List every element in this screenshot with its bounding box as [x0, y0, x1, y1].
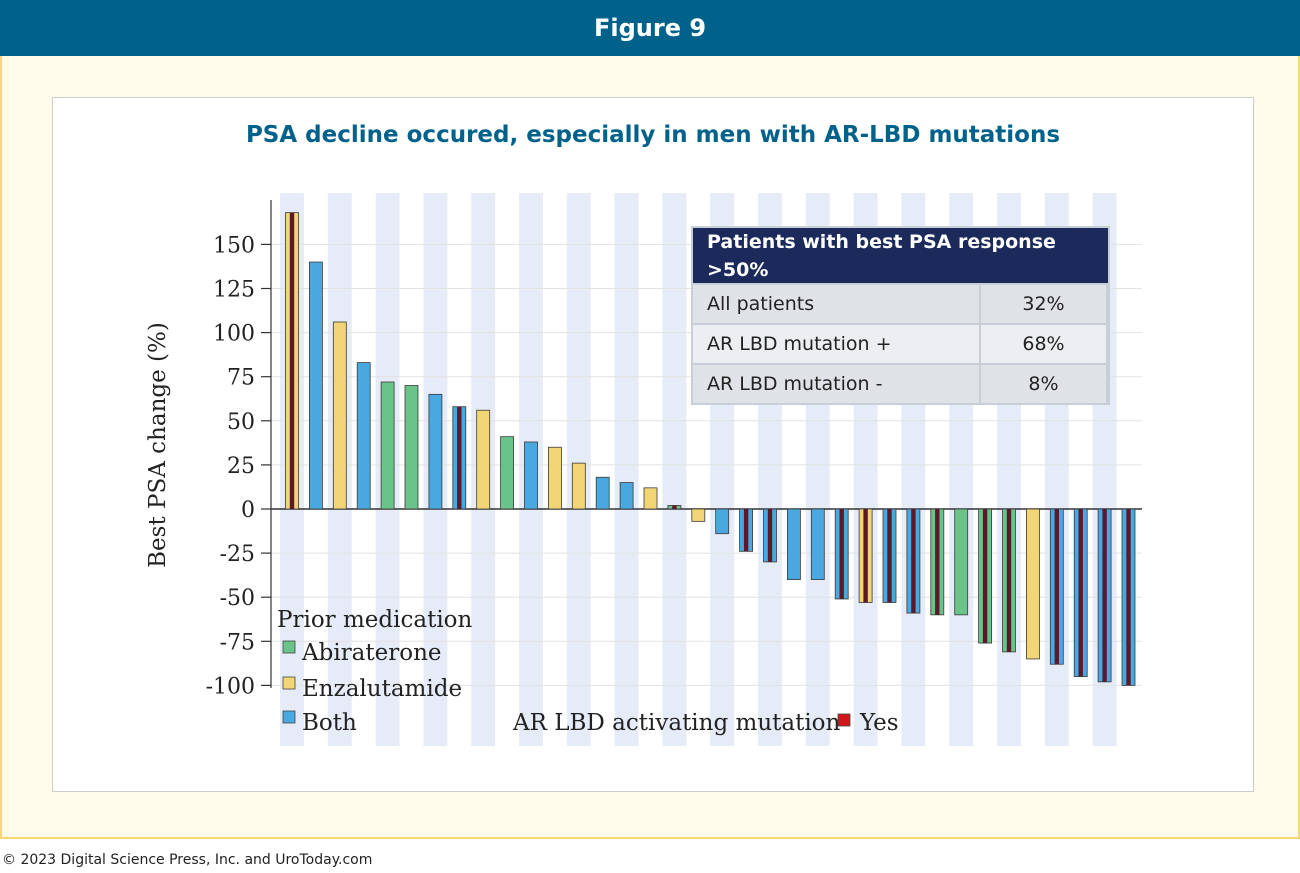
y-tick-label: 150 — [213, 233, 255, 258]
mutation-marker — [935, 509, 940, 615]
mutation-legend-item: Yes — [859, 710, 899, 736]
y-tick-label: -50 — [220, 586, 255, 611]
y-tick-label: 100 — [213, 322, 255, 347]
mutation-marker — [911, 509, 916, 614]
y-tick-label: 50 — [227, 410, 255, 435]
psa-response-table: Patients with best PSA response >50% All… — [691, 226, 1110, 405]
legend-label: Abiraterone — [301, 640, 442, 666]
mutation-marker — [767, 509, 773, 562]
y-tick-label: 25 — [227, 454, 255, 479]
bar — [595, 476, 610, 510]
mutation-marker — [863, 509, 868, 603]
legend-swatch — [282, 676, 296, 690]
bar — [332, 321, 347, 510]
chart-title: PSA decline occured, especially in men w… — [245, 122, 1061, 148]
y-tick-label: 75 — [227, 366, 255, 391]
psa-response-row: AR LBD mutation + 68% — [693, 325, 1108, 363]
copyright-footer: © 2023 Digital Science Press, Inc. and U… — [2, 852, 373, 868]
bar — [548, 446, 562, 510]
bar — [643, 487, 658, 510]
mutation-marker — [672, 505, 677, 509]
psa-response-row-label: AR LBD mutation + — [693, 325, 979, 363]
legend-title: Prior medication — [277, 607, 473, 633]
legend-label: Both — [302, 710, 357, 736]
psa-response-row-value: 68% — [981, 325, 1106, 363]
psa-response-row: All patients 32% — [693, 285, 1108, 323]
y-tick-label: 0 — [241, 498, 255, 523]
bar — [691, 508, 706, 522]
mutation-marker — [743, 509, 749, 552]
legend-swatch — [282, 710, 296, 724]
bar — [1026, 508, 1040, 660]
bar — [715, 508, 730, 535]
mutation-marker — [289, 212, 295, 509]
legend-label: Enzalutamide — [302, 676, 462, 702]
bar — [428, 393, 443, 510]
mutation-marker — [887, 509, 892, 603]
bar — [476, 409, 491, 510]
mutation-marker — [1054, 509, 1059, 665]
bar — [524, 441, 538, 510]
bar — [356, 362, 371, 510]
bar — [308, 261, 323, 510]
y-tick-label: -100 — [206, 674, 255, 699]
mutation-marker — [839, 509, 844, 599]
y-axis-label: Best PSA change (%) — [145, 322, 171, 568]
bar — [787, 508, 801, 580]
bar — [810, 508, 825, 580]
figure-label: Figure 9 — [593, 14, 707, 42]
y-tick-label: -25 — [220, 542, 255, 567]
bar — [500, 436, 515, 510]
psa-response-table-title: Patients with best PSA response >50% — [693, 228, 1108, 283]
psa-response-row-label: AR LBD mutation - — [693, 365, 979, 403]
mutation-marker — [982, 509, 988, 644]
psa-response-row: AR LBD mutation - 8% — [693, 365, 1108, 403]
bar — [954, 508, 969, 616]
bar — [404, 385, 419, 510]
mutation-marker — [1006, 509, 1012, 652]
mutation-legend-label: AR LBD activating mutation — [512, 710, 841, 736]
mutation-legend-swatch — [837, 713, 851, 727]
psa-response-row-value: 8% — [981, 365, 1106, 403]
psa-response-row-value: 32% — [981, 285, 1106, 323]
background-stripe — [614, 193, 639, 746]
legend-swatch — [282, 640, 296, 654]
background-stripe — [662, 193, 687, 746]
figure-header: Figure 9 — [0, 0, 1300, 56]
bar — [380, 381, 395, 510]
bar — [571, 462, 586, 510]
mutation-marker — [457, 406, 462, 509]
mutation-marker — [1126, 509, 1131, 686]
mutation-marker — [1102, 509, 1107, 682]
mutation-marker — [1078, 509, 1083, 677]
psa-response-row-label: All patients — [693, 285, 979, 323]
bar — [619, 482, 634, 510]
y-tick-label: -75 — [220, 630, 255, 655]
y-tick-label: 125 — [213, 278, 255, 303]
